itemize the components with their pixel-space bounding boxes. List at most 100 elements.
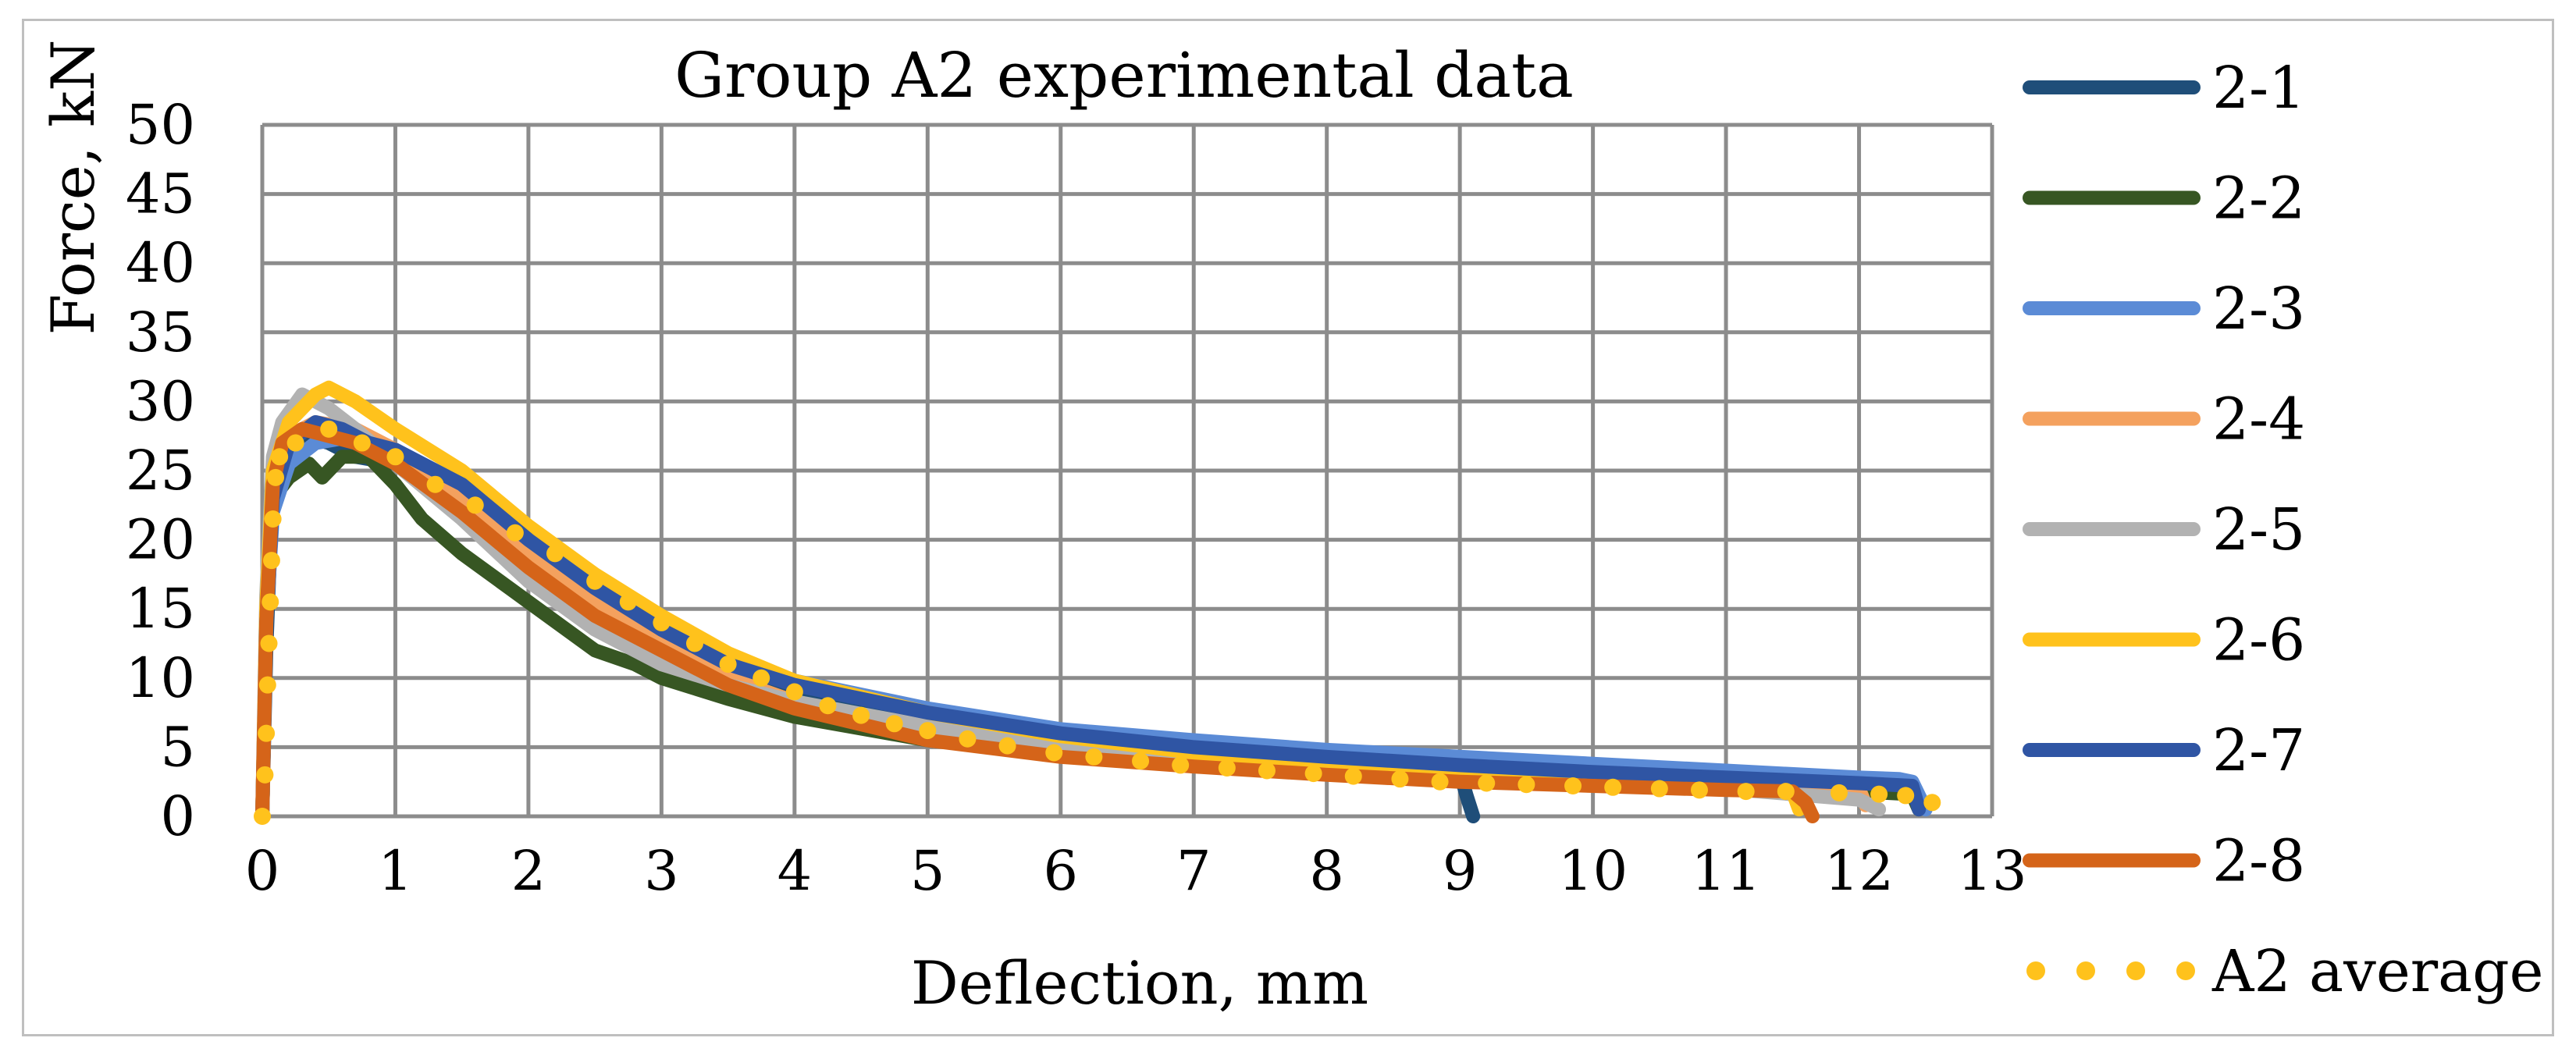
x-tick-label: 11 [1692, 839, 1761, 903]
average-point [1777, 783, 1795, 801]
y-tick-label: 35 [126, 300, 195, 364]
average-point [852, 706, 870, 724]
average-point [653, 613, 671, 631]
average-point [686, 634, 703, 652]
average-point [1897, 787, 1915, 805]
legend-label: 2-7 [2212, 717, 2305, 784]
x-tick-label: 0 [245, 839, 280, 903]
average-point [546, 545, 564, 563]
legend-label: A2 average [2211, 938, 2543, 1005]
x-tick-label: 6 [1043, 839, 1078, 903]
y-tick-label: 10 [126, 646, 195, 710]
average-point [262, 552, 280, 570]
legend-label: 2-5 [2212, 496, 2305, 563]
average-point [258, 676, 276, 694]
y-tick-label: 20 [126, 508, 195, 572]
average-point [1650, 780, 1668, 798]
average-point [1132, 752, 1150, 770]
legend-label: 2-1 [2212, 55, 2305, 122]
series-average-dots [254, 420, 1941, 825]
legend-marker-dot [2076, 961, 2095, 980]
legend-item-2-5: 2-5 [2023, 496, 2305, 563]
average-point [959, 730, 977, 748]
average-point [1258, 762, 1276, 780]
average-point [785, 683, 803, 701]
legend: 2-1 2-2 2-3 2-4 2-5 2-6 2-7 2-8 A2 average [2023, 55, 2543, 1005]
legend-label: 2-4 [2212, 386, 2305, 453]
legend-marker-dot [2176, 961, 2195, 980]
average-point [1304, 765, 1322, 783]
average-point [254, 808, 271, 825]
legend-label: 2-3 [2212, 275, 2305, 343]
average-point [1085, 748, 1103, 766]
average-point [353, 434, 371, 452]
y-tick-label: 45 [126, 162, 195, 226]
x-tick-label: 4 [777, 839, 813, 903]
legend-item-2-6: 2-6 [2023, 607, 2305, 674]
legend-item-2-3: 2-3 [2023, 275, 2305, 343]
average-point [1045, 744, 1063, 762]
average-point [1564, 777, 1582, 795]
x-tick-label: 1 [378, 839, 413, 903]
average-point [256, 766, 274, 784]
average-point [1690, 781, 1708, 799]
x-tick-label: 12 [1824, 839, 1894, 903]
legend-item-2-2: 2-2 [2023, 165, 2305, 233]
average-point [386, 448, 404, 466]
legend-item-2-8: 2-8 [2023, 828, 2305, 895]
x-axis-label: Deflection, mm [911, 948, 1368, 1018]
legend-label: 2-6 [2212, 607, 2305, 674]
average-point [885, 715, 903, 733]
average-point [998, 737, 1016, 755]
y-tick-label: 5 [160, 715, 195, 779]
y-tick-label: 0 [160, 784, 195, 848]
y-tick-label: 40 [126, 231, 195, 295]
average-point [426, 475, 444, 493]
average-point [320, 420, 338, 438]
grid [260, 123, 1994, 819]
average-point [267, 468, 285, 486]
legend-label: 2-8 [2212, 828, 2305, 895]
average-point [1478, 774, 1496, 792]
x-tick-label: 2 [511, 839, 546, 903]
average-point [1923, 794, 1941, 812]
legend-item-2-4: 2-4 [2023, 386, 2305, 453]
chart-title: Group A2 experimental data [674, 39, 1574, 112]
y-tick-label: 50 [126, 93, 195, 157]
legend-item-2-7: 2-7 [2023, 717, 2305, 784]
average-point [1737, 783, 1755, 801]
average-point [1431, 773, 1449, 791]
average-point [258, 724, 276, 742]
x-tick-label: 10 [1558, 839, 1628, 903]
x-tick-label: 9 [1443, 839, 1478, 903]
average-point [719, 656, 737, 673]
average-point [264, 510, 282, 528]
legend-label: 2-2 [2212, 165, 2305, 233]
x-tick-label: 3 [644, 839, 679, 903]
x-tick-label: 8 [1309, 839, 1344, 903]
average-point [619, 593, 637, 611]
x-tick-labels: 0 1 2 3 4 5 6 7 8 9 10 11 12 13 [245, 839, 2027, 903]
y-axis-label: Force, kN [38, 39, 108, 335]
average-point [1391, 770, 1409, 788]
average-point [586, 572, 604, 590]
average-point [260, 634, 278, 652]
average-point [1870, 785, 1888, 803]
legend-marker-dot [2126, 961, 2145, 980]
legend-item-2-1: 2-1 [2023, 55, 2305, 122]
average-point [466, 496, 484, 514]
legend-item-A2 average: A2 average [2026, 938, 2543, 1005]
average-point [262, 593, 279, 611]
y-tick-label: 25 [126, 439, 195, 503]
average-point [919, 722, 937, 740]
average-point [819, 697, 837, 715]
average-point [1517, 776, 1535, 794]
average-point [1604, 778, 1622, 796]
series-layer [254, 380, 1941, 825]
y-tick-label: 30 [126, 369, 195, 433]
average-point [753, 669, 770, 687]
average-point [1830, 784, 1848, 801]
average-point [1344, 767, 1362, 785]
